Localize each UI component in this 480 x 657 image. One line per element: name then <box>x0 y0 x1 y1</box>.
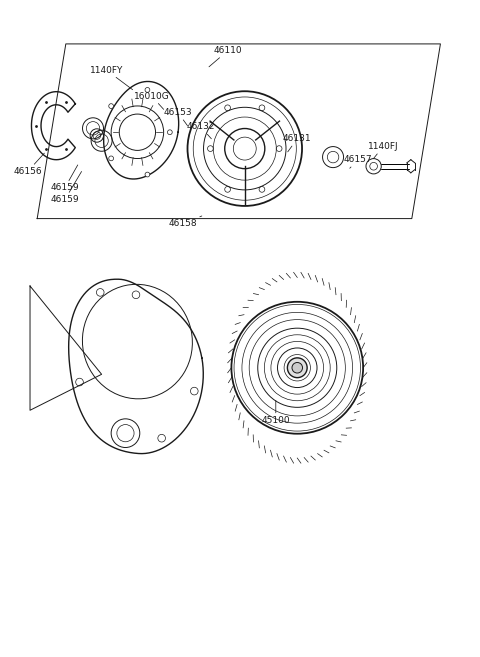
Text: 46132: 46132 <box>187 122 215 139</box>
Circle shape <box>292 363 302 373</box>
Circle shape <box>288 358 307 378</box>
Circle shape <box>168 130 172 135</box>
Text: 1140FY: 1140FY <box>90 66 132 90</box>
Text: 46159: 46159 <box>50 165 79 193</box>
Text: 46131: 46131 <box>283 134 312 152</box>
Text: 46156: 46156 <box>13 153 44 176</box>
Circle shape <box>145 172 150 177</box>
Circle shape <box>145 87 150 93</box>
Circle shape <box>109 104 114 108</box>
Text: 16010G: 16010G <box>134 92 169 109</box>
Circle shape <box>109 156 114 161</box>
Text: 46158: 46158 <box>168 216 202 229</box>
Text: 45100: 45100 <box>262 401 290 424</box>
Text: 46153: 46153 <box>164 108 192 125</box>
Text: 46110: 46110 <box>209 46 242 67</box>
Text: 1140FJ: 1140FJ <box>368 142 398 158</box>
Text: 46157: 46157 <box>344 155 372 168</box>
Text: 46159: 46159 <box>50 171 82 204</box>
